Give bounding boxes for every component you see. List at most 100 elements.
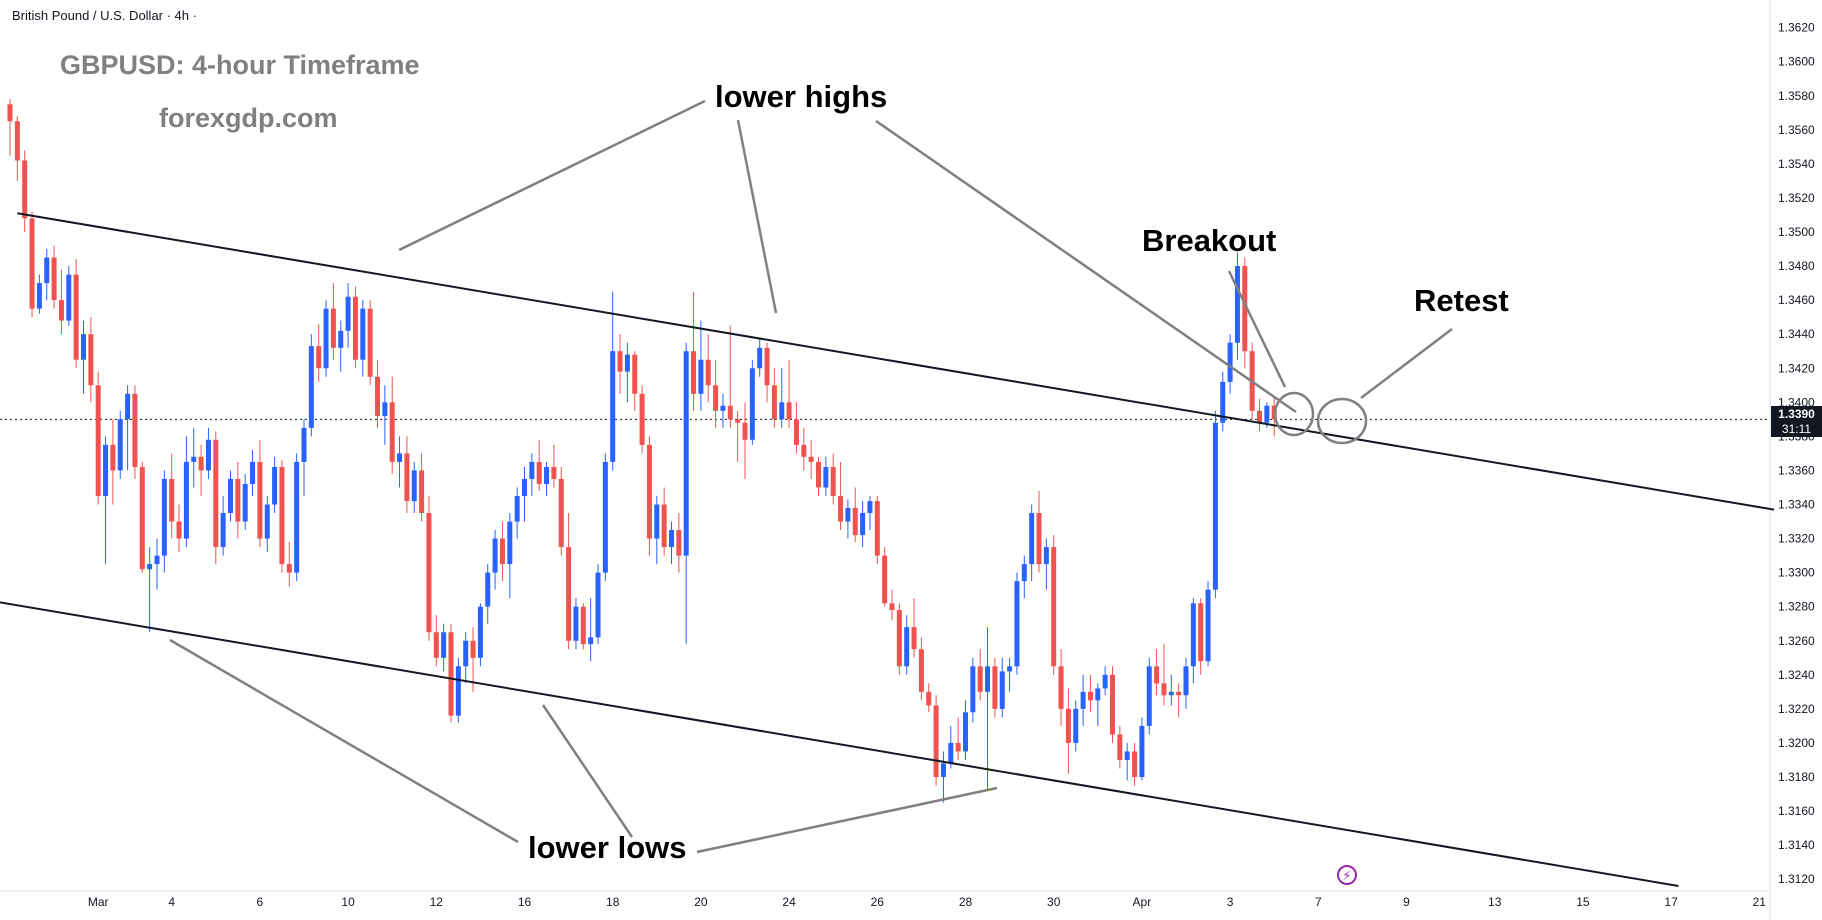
- candle-body: [330, 308, 336, 348]
- candle-body: [95, 385, 101, 496]
- candle-body: [588, 637, 594, 645]
- candle-body: [544, 467, 550, 485]
- candle-body: [1029, 513, 1035, 565]
- candle-body: [1146, 666, 1152, 726]
- candle-body: [213, 439, 219, 548]
- candle-body: [816, 461, 821, 488]
- event-lightning-icon[interactable]: ⚡: [1337, 865, 1357, 885]
- candle-body: [955, 742, 961, 752]
- y-tick-label: 1.3160: [1778, 804, 1815, 818]
- candle-body: [470, 640, 476, 658]
- candle-body: [823, 467, 829, 488]
- pointer-breakout: [1227, 270, 1287, 388]
- candle-body: [81, 334, 86, 360]
- trendlines-layer[interactable]: [0, 212, 1775, 887]
- candle-body: [764, 347, 770, 386]
- candle-body: [117, 419, 123, 471]
- candle-body: [514, 495, 520, 522]
- x-tick-label: 4: [168, 895, 175, 909]
- candle-body: [477, 606, 483, 658]
- y-tick-label: 1.3540: [1778, 157, 1815, 171]
- y-tick-label: 1.3600: [1778, 55, 1815, 69]
- candle-body: [507, 521, 513, 565]
- candle-body: [44, 257, 50, 284]
- candle-body: [1183, 666, 1189, 696]
- candle-body: [29, 218, 35, 309]
- x-tick-label: 26: [871, 895, 885, 909]
- candle-body: [1161, 683, 1167, 696]
- x-tick-label: Mar: [88, 895, 109, 909]
- candle-body: [757, 347, 763, 369]
- candle-body: [198, 456, 204, 471]
- candle-body: [36, 283, 42, 309]
- candle-body: [874, 501, 880, 556]
- lower-channel-trendline: [0, 601, 1679, 887]
- candle-body: [793, 419, 799, 445]
- y-tick-label: 1.3580: [1778, 89, 1815, 103]
- candle-body: [191, 456, 197, 462]
- breakout-circle: [1273, 391, 1315, 437]
- candle-body: [963, 712, 968, 752]
- candle-body: [88, 334, 94, 386]
- y-tick-label: 1.3260: [1778, 634, 1815, 648]
- candle-body: [1124, 751, 1130, 760]
- candle-body: [720, 405, 726, 411]
- price-axis[interactable]: 1.3620 1.3600 1.3580 1.3560 1.3540 1.3520 1.35…: [1778, 21, 1815, 887]
- x-tick-label: 12: [430, 895, 444, 909]
- candle-body: [7, 104, 13, 122]
- y-tick-label: 1.3440: [1778, 327, 1815, 341]
- time-axis[interactable]: Mar 4 6 10 12 16 18 20 24 26 28 30 Apr 3 7 9 13 15 17 21: [88, 895, 1766, 909]
- candle-body: [940, 763, 946, 777]
- candle-body: [110, 444, 116, 471]
- candle-body: [22, 160, 28, 219]
- candle-body: [1014, 581, 1020, 667]
- candle-body: [948, 742, 954, 764]
- candle-body: [860, 513, 866, 536]
- y-tick-label: 1.3240: [1778, 668, 1815, 682]
- candle-body: [735, 419, 741, 423]
- candle-body: [566, 547, 572, 641]
- overlay-title: GBPUSD: 4-hour Timeframe: [60, 50, 420, 80]
- candle-body: [389, 402, 395, 462]
- candle-body: [933, 705, 939, 777]
- symbol-header[interactable]: British Pound / U.S. Dollar · 4h ·: [12, 8, 197, 23]
- candle-body: [441, 632, 447, 658]
- pointer-lower-lows-1: [169, 638, 519, 844]
- candle-body: [51, 257, 57, 301]
- candle-body: [404, 453, 410, 502]
- candle-body: [1043, 547, 1049, 565]
- candle-body: [1198, 603, 1204, 662]
- candle-body: [977, 666, 983, 692]
- candle-body: [492, 538, 498, 573]
- candle-body: [852, 507, 858, 536]
- candle-body: [345, 296, 351, 331]
- candle-body: [551, 467, 557, 479]
- candle-body: [713, 385, 719, 411]
- bar-countdown-badge: 31:11: [1771, 421, 1822, 437]
- candle-body: [779, 402, 785, 420]
- label-breakout: Breakout: [1142, 223, 1277, 258]
- candle-body: [911, 627, 917, 650]
- candle-body: [749, 368, 755, 440]
- candle-body: [397, 453, 403, 462]
- candle-body: [999, 671, 1005, 709]
- y-tick-label: 1.3500: [1778, 225, 1815, 239]
- candle-body: [1102, 674, 1108, 689]
- candle-body: [632, 354, 638, 394]
- label-retest: Retest: [1414, 283, 1509, 318]
- x-tick-label: 18: [606, 895, 620, 909]
- retest-circle: [1316, 397, 1368, 445]
- candle-body: [294, 461, 300, 573]
- candle-body: [360, 308, 366, 360]
- candle-body: [1227, 342, 1233, 382]
- candle-body: [985, 666, 991, 692]
- candle-body: [558, 478, 564, 548]
- annotation-pointers: [169, 99, 1453, 854]
- candle-body: [926, 691, 932, 706]
- candle-body: [242, 484, 248, 522]
- x-tick-label: 20: [694, 895, 708, 909]
- candle-body: [279, 467, 285, 565]
- candle-body: [132, 393, 138, 468]
- x-tick-label: 24: [782, 895, 796, 909]
